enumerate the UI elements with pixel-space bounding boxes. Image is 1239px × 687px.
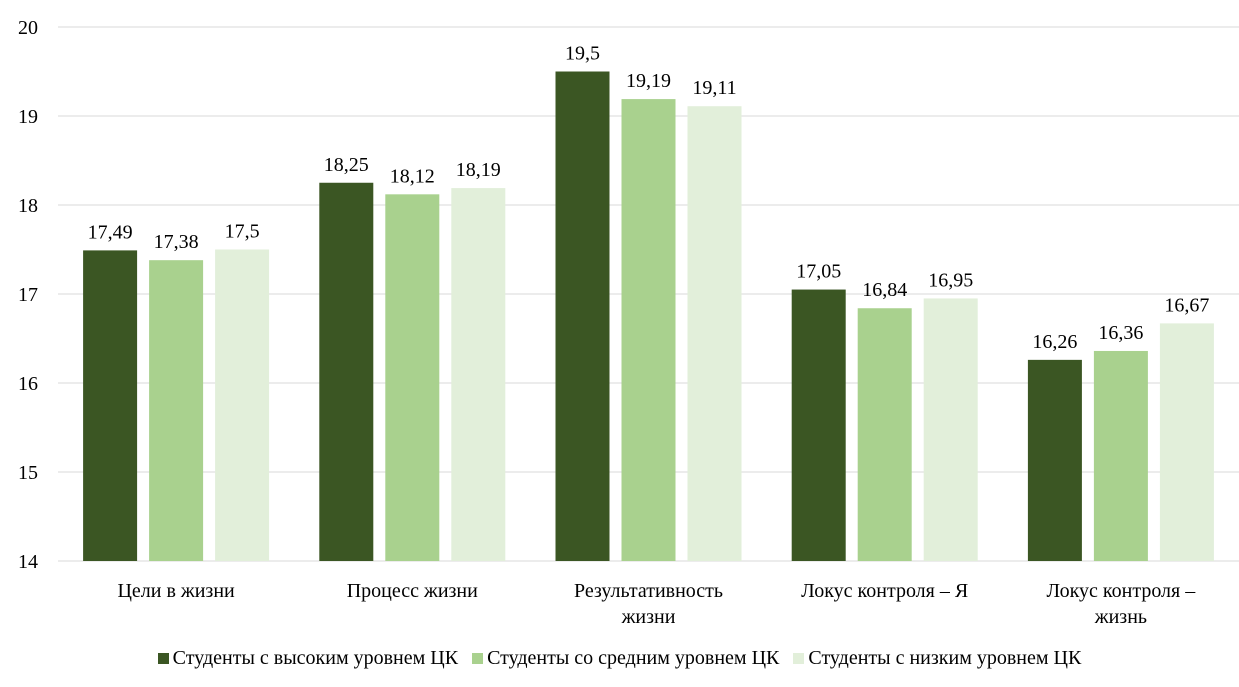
data-label: 18,19 <box>456 159 501 181</box>
bar <box>149 260 204 561</box>
bars <box>83 71 1214 562</box>
data-label: 16,36 <box>1098 322 1143 344</box>
bar <box>923 298 978 561</box>
data-label: 17,38 <box>154 231 199 253</box>
data-label: 17,05 <box>796 261 841 283</box>
data-label: 18,12 <box>390 165 435 187</box>
y-tick-label: 16 <box>18 373 38 395</box>
data-label: 19,11 <box>692 77 736 99</box>
y-tick-label: 19 <box>18 106 38 128</box>
legend-swatch <box>472 652 484 664</box>
legend-item: Студенты с высоким уровнем ЦК <box>157 646 459 670</box>
x-tick-label: Локус контроля – Я <box>801 580 968 602</box>
bar <box>385 194 440 561</box>
data-label: 19,5 <box>565 43 600 65</box>
legend-label: Студенты с низким уровнем ЦК <box>808 647 1082 669</box>
legend: Студенты с высоким уровнем ЦК Студенты со… <box>0 646 1239 670</box>
data-label: 16,84 <box>862 279 907 301</box>
data-label: 16,26 <box>1032 331 1077 353</box>
bar <box>1027 359 1082 561</box>
bar <box>1093 350 1148 561</box>
bar <box>791 289 846 561</box>
data-label: 19,19 <box>626 70 671 92</box>
bar <box>215 249 270 561</box>
legend-label: Студенты со средним уровнем ЦК <box>487 647 780 669</box>
data-label: 16,95 <box>928 269 973 291</box>
legend-swatch <box>793 652 805 664</box>
x-axis-ticks: Цели в жизни Процесс жизни Результативност… <box>117 580 1196 628</box>
x-tick-label: Процесс жизни <box>347 580 478 602</box>
bar <box>857 308 912 561</box>
y-tick-label: 20 <box>18 17 38 39</box>
y-tick-label: 15 <box>18 462 38 484</box>
bar <box>83 250 138 561</box>
bar <box>1159 323 1214 561</box>
bar <box>621 99 676 561</box>
data-label: 17,49 <box>88 221 133 243</box>
x-tick-label: Локус контроля – <box>1047 580 1197 602</box>
y-tick-label: 14 <box>18 551 38 573</box>
legend-swatch <box>157 652 169 664</box>
x-tick-label: жизни <box>621 606 676 628</box>
data-label: 16,67 <box>1164 294 1209 316</box>
legend-item: Студенты с низким уровнем ЦК <box>793 646 1081 670</box>
bar <box>319 182 374 561</box>
bar <box>555 71 610 561</box>
y-axis-ticks: 14 15 16 17 18 19 20 <box>18 17 38 573</box>
x-tick-label: жизнь <box>1094 606 1147 628</box>
legend-item: Студенты со средним уровнем ЦК <box>472 646 779 670</box>
bar <box>451 188 506 561</box>
y-tick-label: 18 <box>18 195 38 217</box>
y-tick-label: 17 <box>18 284 38 306</box>
data-label: 18,25 <box>324 154 369 176</box>
x-tick-label: Результативность <box>574 580 723 602</box>
data-label: 17,5 <box>225 221 260 243</box>
bar <box>687 106 742 562</box>
legend-label: Студенты с высоким уровнем ЦК <box>172 647 459 669</box>
x-tick-label: Цели в жизни <box>117 580 235 602</box>
data-labels: 17,49 17,38 17,5 18,25 18,12 18,19 19,5 19,19 19… <box>88 43 1210 353</box>
